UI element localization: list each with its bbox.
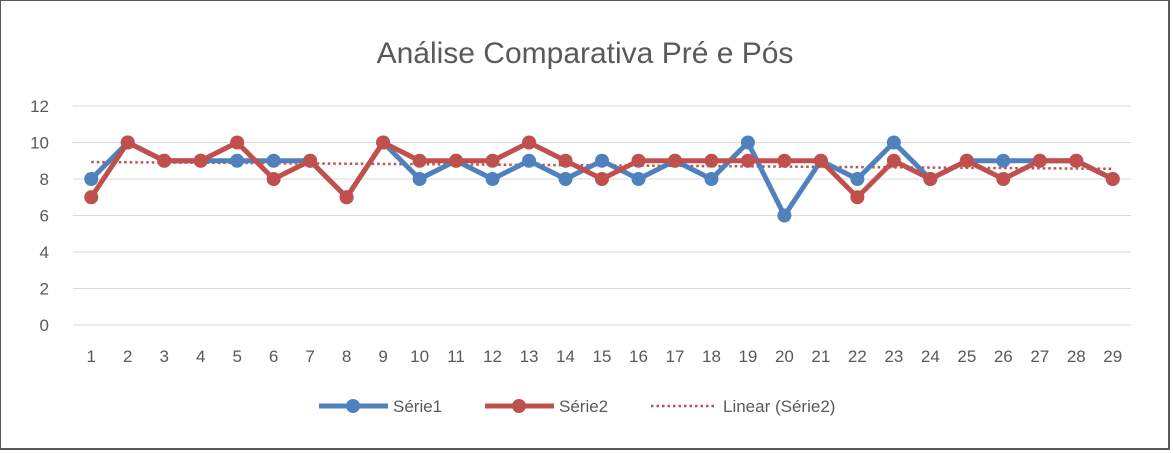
series-1-point xyxy=(704,172,719,186)
series-2-point xyxy=(704,153,719,168)
y-tick-label: 4 xyxy=(40,243,49,262)
x-tick-label: 11 xyxy=(447,347,465,366)
x-tick-label: 19 xyxy=(738,347,757,366)
x-tick-label: 25 xyxy=(957,347,976,366)
x-tick-label: 9 xyxy=(378,347,387,366)
legend-label-serie1: Série1 xyxy=(393,397,442,416)
series-2-point xyxy=(850,190,865,205)
series-1-point xyxy=(996,153,1011,168)
x-tick-label: 17 xyxy=(666,347,685,366)
x-tick-label: 5 xyxy=(232,347,241,366)
y-tick-label: 2 xyxy=(40,280,49,299)
x-tick-label: 15 xyxy=(593,347,612,366)
x-tick-label: 6 xyxy=(269,347,278,366)
series-2-point xyxy=(667,153,682,168)
series-2-point xyxy=(120,135,135,150)
x-tick-label: 8 xyxy=(342,347,351,366)
series-2-point xyxy=(157,153,172,168)
series-2-point xyxy=(266,172,281,186)
series-2-point xyxy=(84,190,99,205)
chart-title: Análise Comparativa Pré e Pós xyxy=(377,37,794,70)
series-2-point xyxy=(558,153,573,168)
x-tick-label: 4 xyxy=(196,347,205,366)
series-2-point xyxy=(193,153,208,168)
series-2-point xyxy=(449,153,464,168)
x-tick-label: 18 xyxy=(702,347,721,366)
series-2-point xyxy=(813,153,828,168)
series-2-point xyxy=(485,153,500,168)
series-1-point xyxy=(631,172,646,186)
y-tick-label: 10 xyxy=(30,134,49,153)
series-1-point xyxy=(886,135,901,150)
series-1-point xyxy=(84,172,99,186)
x-tick-label: 29 xyxy=(1103,347,1122,366)
series-2 xyxy=(84,135,1120,205)
y-tick-label: 6 xyxy=(40,207,49,226)
x-tick-label: 14 xyxy=(556,347,575,366)
series-1-point xyxy=(777,208,792,223)
series-2-point xyxy=(230,135,245,150)
series-2-line xyxy=(88,140,1116,200)
series-2-point xyxy=(303,153,318,168)
series-2-point xyxy=(959,153,974,168)
series-1-point xyxy=(230,153,245,168)
series-2-point xyxy=(740,153,755,168)
legend-marker-serie2 xyxy=(512,399,526,413)
y-axis-ticks: 0 2 4 6 8 10 12 xyxy=(30,97,49,335)
series-2-point xyxy=(376,135,391,150)
x-axis-ticks: 1 2 3 4 5 6 7 8 9 10 11 12 13 14 15 16 17 18 19 20 21 22 23 24 2… xyxy=(87,347,1123,366)
series-1-point xyxy=(412,172,427,186)
x-tick-label: 1 xyxy=(87,347,96,366)
series-2-point xyxy=(886,153,901,168)
x-tick-label: 7 xyxy=(305,347,314,366)
x-tick-label: 10 xyxy=(410,347,429,366)
legend-label-serie2: Série2 xyxy=(559,397,608,416)
x-tick-label: 23 xyxy=(884,347,903,366)
series-2-point xyxy=(996,172,1011,186)
series-2-point xyxy=(631,153,646,168)
x-tick-label: 22 xyxy=(848,347,867,366)
x-tick-label: 12 xyxy=(483,347,502,366)
x-tick-label: 3 xyxy=(159,347,168,366)
y-tick-label: 0 xyxy=(40,316,49,335)
series-2-point xyxy=(1032,153,1047,168)
series-2-point xyxy=(1069,153,1084,168)
x-tick-label: 26 xyxy=(994,347,1013,366)
series-2-point xyxy=(339,190,354,205)
series-2-point xyxy=(923,172,938,186)
series-1-point xyxy=(485,172,500,186)
series-2-point xyxy=(1105,172,1120,186)
x-tick-label: 28 xyxy=(1067,347,1086,366)
series-1-point xyxy=(850,172,865,186)
series-2-point xyxy=(595,172,609,186)
y-tick-label: 12 xyxy=(30,97,49,116)
x-tick-label: 24 xyxy=(921,347,940,366)
legend: Série1 Série2 Linear (Série2) xyxy=(319,397,835,416)
y-tick-label: 8 xyxy=(40,170,49,189)
series-2-point xyxy=(777,153,792,168)
legend-marker-serie1 xyxy=(346,399,360,413)
series-1-point xyxy=(266,153,281,168)
series-1-point xyxy=(740,135,755,150)
series-1-point xyxy=(595,153,609,168)
x-tick-label: 20 xyxy=(775,347,794,366)
x-tick-label: 2 xyxy=(123,347,132,366)
legend-label-trendline: Linear (Série2) xyxy=(723,397,835,416)
x-tick-label: 27 xyxy=(1030,347,1049,366)
x-tick-label: 21 xyxy=(811,347,830,366)
x-tick-label: 13 xyxy=(520,347,539,366)
x-tick-label: 16 xyxy=(629,347,648,366)
series-2-point xyxy=(412,153,427,168)
series-2-point xyxy=(522,135,537,150)
series-1-point xyxy=(522,153,537,168)
series-1-point xyxy=(558,172,573,186)
series-layer xyxy=(84,135,1120,223)
